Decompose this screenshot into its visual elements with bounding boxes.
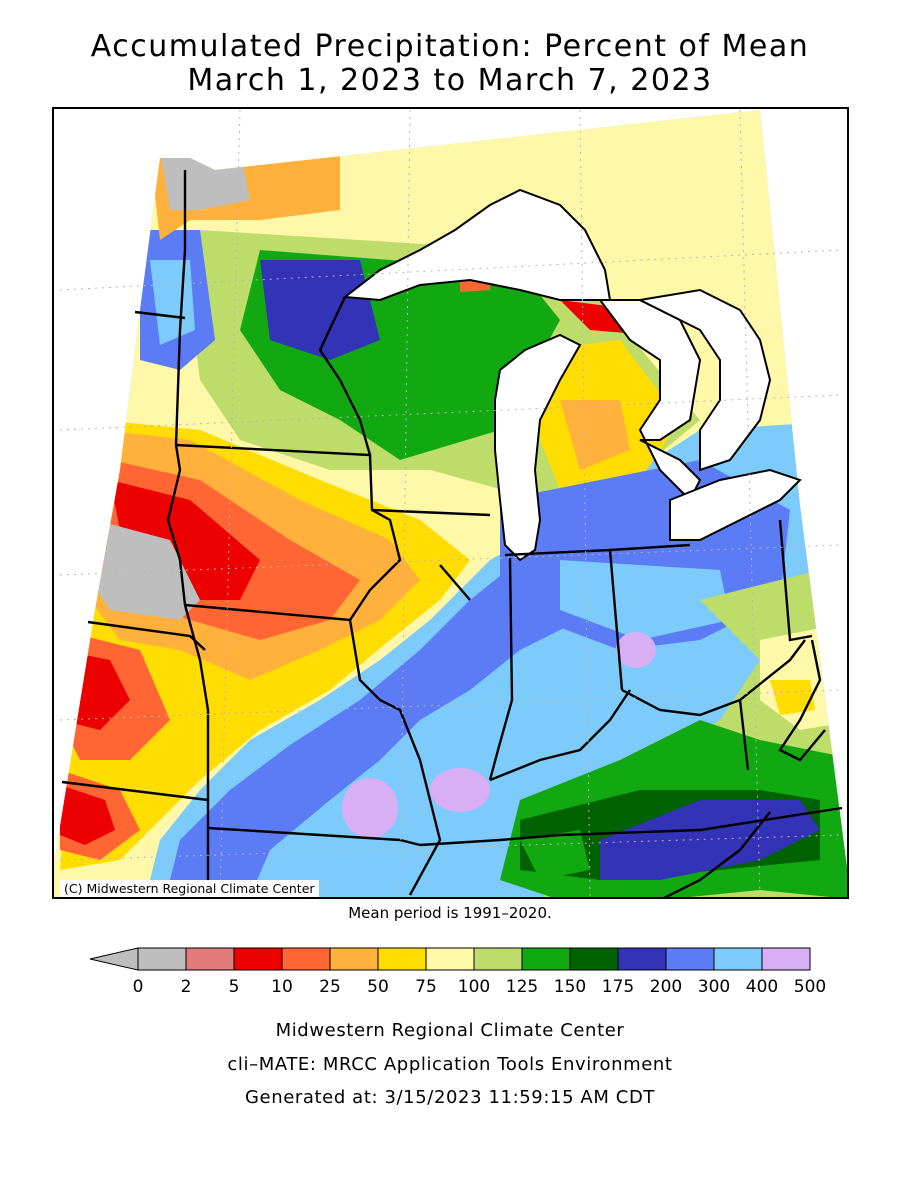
legend-swatch [665, 947, 715, 971]
map-credit: (C) Midwestern Regional Climate Center [60, 880, 319, 897]
legend-swatch [713, 947, 763, 971]
map-frame [52, 107, 849, 899]
legend-swatch [521, 947, 571, 971]
legend-swatch [425, 947, 475, 971]
legend-label: 2 [181, 977, 192, 997]
legend-swatch [329, 947, 379, 971]
legend-label: 75 [415, 977, 437, 997]
legend-label: 400 [746, 977, 778, 997]
footer-tool-name: cli–MATE: MRCC Application Tools Environ… [227, 1054, 673, 1075]
color-legend: 0 2 5 10 25 50 75 100 125 150 175 200 300 400 500 [89, 947, 827, 997]
legend-label: 25 [319, 977, 341, 997]
legend-label: 50 [367, 977, 389, 997]
legend-swatch [761, 947, 811, 971]
legend-swatch [617, 947, 667, 971]
legend-swatch [185, 947, 235, 971]
mean-period-note: Mean period is 1991–2020. [348, 904, 552, 922]
legend-label: 300 [698, 977, 730, 997]
map-title-line1: Accumulated Precipitation: Percent of Me… [90, 29, 810, 64]
legend-swatch [377, 947, 427, 971]
legend-underflow-arrow [89, 947, 139, 971]
legend-label: 200 [650, 977, 682, 997]
legend-label: 175 [602, 977, 634, 997]
legend-labels: 0 2 5 10 25 50 75 100 125 150 175 200 300 400 500 [133, 977, 827, 997]
legend-label: 500 [794, 977, 826, 997]
legend-swatch [569, 947, 619, 971]
legend-label: 10 [271, 977, 293, 997]
legend-swatch [233, 947, 283, 971]
legend-swatch [281, 947, 331, 971]
legend-swatch [137, 947, 187, 971]
footer-organization: Midwestern Regional Climate Center [275, 1020, 625, 1041]
legend-color-bar [89, 947, 811, 971]
map-title-line2: March 1, 2023 to March 7, 2023 [187, 63, 713, 98]
legend-label: 150 [554, 977, 586, 997]
legend-label: 5 [229, 977, 240, 997]
precipitation-map [52, 107, 849, 899]
footer-generated-time: Generated at: 3/15/2023 11:59:15 AM CDT [244, 1087, 656, 1108]
legend-label: 100 [458, 977, 490, 997]
legend-swatch [473, 947, 523, 971]
legend-label: 125 [506, 977, 538, 997]
state-boundaries [61, 170, 843, 898]
legend-label: 0 [133, 977, 144, 997]
